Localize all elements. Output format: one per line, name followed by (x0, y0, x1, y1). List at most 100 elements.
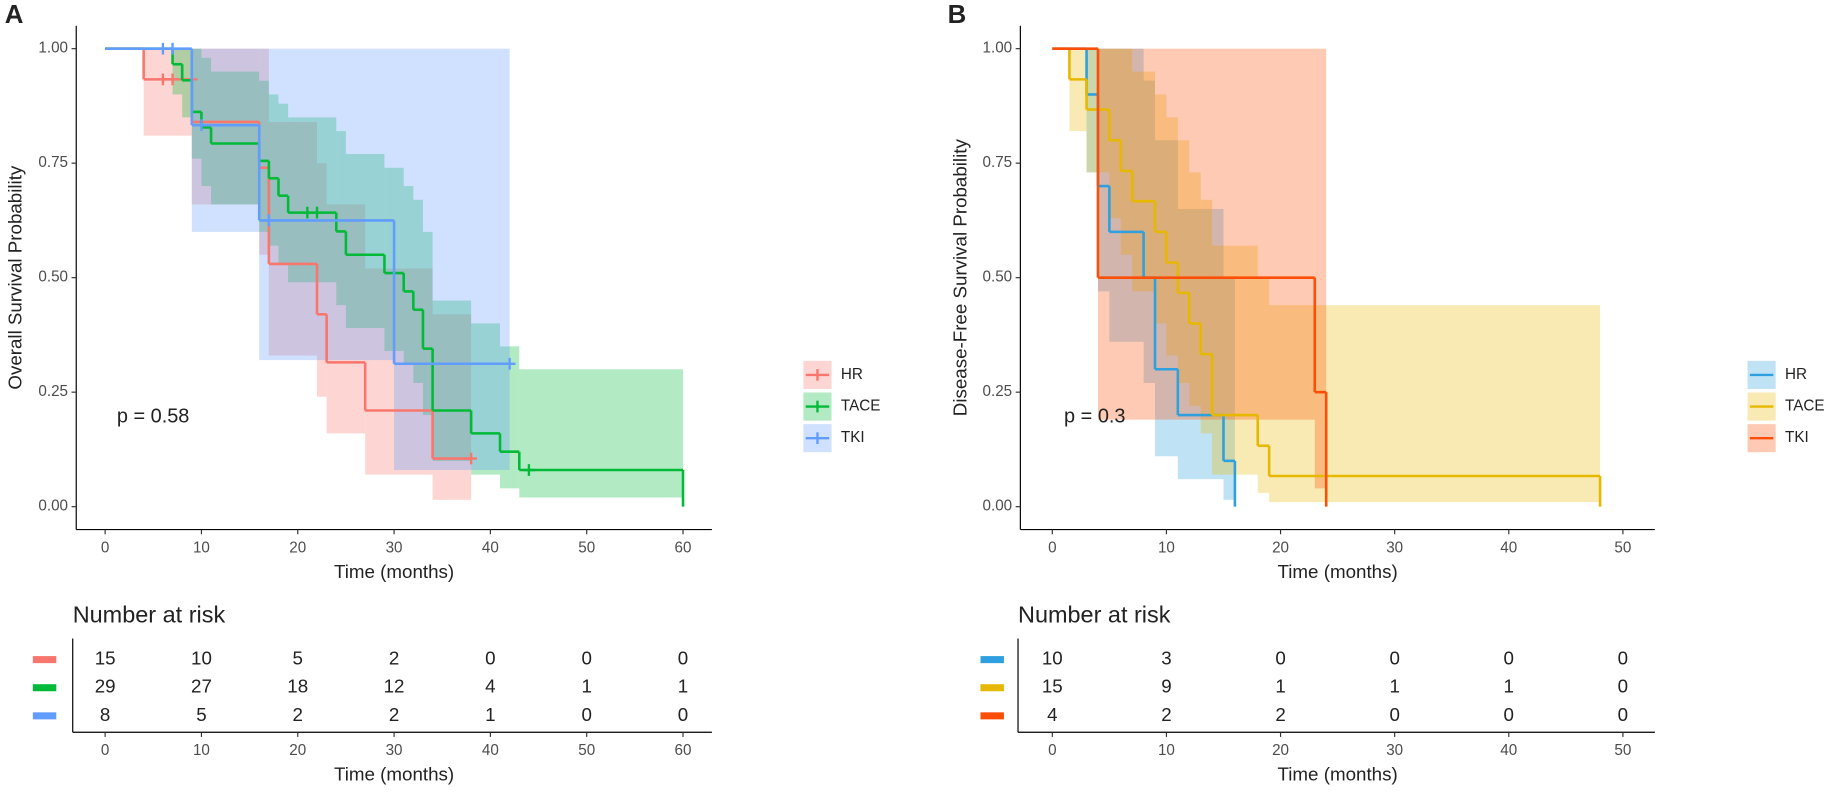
risk-count: 1 (1504, 676, 1514, 697)
y-tick-label: 0.50 (983, 269, 1013, 286)
risk-count: 5 (196, 704, 206, 725)
y-tick-label: 0.00 (38, 498, 68, 515)
confidence-band (1166, 117, 1178, 356)
confidence-band (365, 268, 433, 475)
risk-count: 9 (1161, 676, 1171, 697)
confidence-band (1097, 48, 1315, 420)
risk-count: 27 (191, 676, 212, 697)
confidence-band (1097, 48, 1110, 292)
risk-x-label: Time (months) (334, 764, 454, 785)
risk-count: 0 (678, 648, 688, 669)
risk-count: 0 (1504, 704, 1514, 725)
risk-count: 0 (485, 648, 495, 669)
p-value: p = 0.58 (117, 405, 190, 427)
risk-tick-label: 50 (1614, 742, 1631, 759)
risk-tick-label: 10 (1158, 742, 1175, 759)
panel-label: B (948, 1, 967, 29)
risk-x-label: Time (months) (1278, 764, 1398, 785)
y-tick-label: 0.75 (38, 154, 68, 171)
legend-label: TACE (841, 398, 880, 415)
confidence-band (422, 231, 433, 416)
confidence-band (182, 48, 192, 118)
risk-tick-label: 30 (1386, 742, 1403, 759)
confidence-band (1155, 140, 1178, 457)
confidence-band (1200, 199, 1213, 434)
risk-count: 0 (581, 704, 591, 725)
confidence-band (288, 117, 337, 283)
risk-strip (32, 684, 57, 692)
risk-tick-label: 10 (193, 742, 210, 759)
censor-mark (166, 42, 179, 55)
x-tick-label: 40 (1500, 539, 1517, 556)
risk-count: 0 (1389, 704, 1399, 725)
confidence-band (191, 48, 202, 159)
risk-tick-label: 0 (101, 742, 109, 759)
confidence-band (317, 163, 327, 397)
y-axis-label: Overall Survival Probability (4, 165, 25, 390)
confidence-band (1189, 172, 1201, 406)
confidence-band (1223, 277, 1235, 500)
risk-count: 10 (1042, 648, 1063, 669)
confidence-band (1120, 48, 1133, 255)
confidence-band (432, 314, 472, 500)
censor-mark (262, 214, 275, 227)
confidence-band (471, 323, 501, 475)
confidence-band (259, 48, 269, 255)
risk-count: 0 (1618, 648, 1628, 669)
risk-count: 2 (1275, 704, 1285, 725)
confidence-band (394, 48, 510, 471)
x-axis-label: Time (months) (1278, 561, 1398, 582)
x-axis-label: Time (months) (334, 561, 454, 582)
risk-strip (32, 712, 57, 720)
risk-count: 0 (1275, 648, 1285, 669)
risk-tick-label: 40 (1500, 742, 1517, 759)
confidence-band (211, 71, 260, 205)
censor-mark (166, 73, 179, 86)
risk-count: 1 (678, 676, 688, 697)
risk-count: 15 (95, 648, 116, 669)
confidence-band (259, 80, 269, 232)
confidence-band (172, 48, 183, 95)
risk-count: 2 (1161, 704, 1171, 725)
censor-mark (311, 206, 323, 219)
confidence-band (1257, 277, 1270, 493)
risk-count: 0 (581, 648, 591, 669)
legend-label: HR (1785, 366, 1807, 383)
risk-count: 4 (1047, 704, 1057, 725)
risk-count: 29 (95, 676, 116, 697)
x-tick-label: 0 (1048, 539, 1056, 556)
x-tick-label: 50 (1614, 539, 1631, 556)
confidence-band (268, 121, 318, 356)
censor-mark (523, 464, 535, 476)
y-tick-label: 0.50 (38, 269, 68, 286)
legend-label: HR (841, 366, 863, 383)
confidence-band (259, 48, 395, 361)
risk-count: 1 (485, 704, 495, 725)
risk-tick-label: 50 (578, 742, 595, 759)
x-tick-label: 20 (1272, 539, 1289, 556)
confidence-band (432, 300, 472, 461)
legend-label: TKI (1785, 429, 1809, 446)
risk-strip (980, 656, 1004, 664)
risk-count: 1 (1389, 676, 1399, 697)
x-tick-label: 0 (101, 539, 109, 556)
confidence-band (1155, 94, 1167, 324)
legend-label: TACE (1785, 398, 1824, 415)
censor-mark (503, 357, 516, 370)
risk-tick-label: 0 (1048, 742, 1056, 759)
risk-count: 1 (1275, 676, 1285, 697)
risk-table-title: Number at risk (1018, 601, 1171, 627)
x-tick-label: 10 (193, 539, 210, 556)
y-tick-label: 0.25 (983, 383, 1013, 400)
risk-tick-label: 20 (289, 742, 306, 759)
confidence-band (1109, 48, 1121, 219)
risk-count: 2 (293, 704, 303, 725)
x-tick-label: 30 (386, 539, 403, 556)
risk-count: 3 (1161, 648, 1171, 669)
confidence-band (336, 131, 346, 306)
risk-tick-label: 20 (1272, 742, 1289, 759)
risk-count: 2 (389, 704, 399, 725)
risk-count: 2 (389, 648, 399, 669)
confidence-band (1143, 80, 1156, 384)
risk-count: 0 (1618, 704, 1628, 725)
